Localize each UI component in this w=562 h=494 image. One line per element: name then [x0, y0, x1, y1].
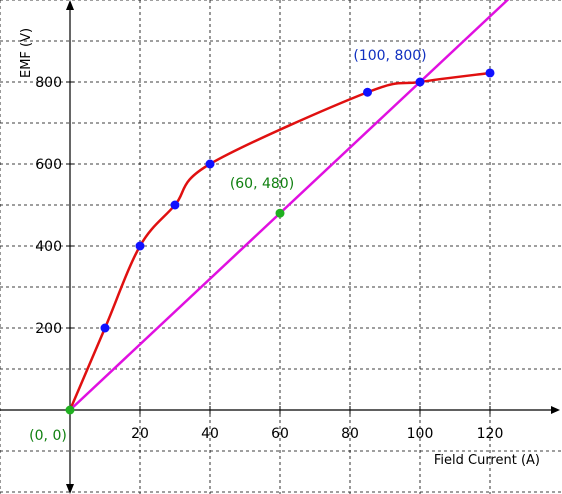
x-tick-label: 120: [477, 426, 504, 442]
data-point: [485, 68, 495, 78]
x-tick-label: 40: [201, 426, 219, 442]
annotation-label: (100, 800): [353, 48, 426, 64]
x-tick-label: 100: [407, 426, 434, 442]
y-tick-label: 200: [35, 321, 62, 337]
annotation-label: (0, 0): [29, 428, 67, 444]
x-tick-label: 20: [131, 426, 149, 442]
y-axis-label: EMF (V): [19, 28, 34, 78]
y-tick-label: 600: [35, 157, 62, 173]
x-axis-label: Field Current (A): [434, 453, 540, 468]
highlight-point: [275, 208, 285, 218]
x-tick-label: 60: [271, 426, 289, 442]
data-point: [170, 200, 180, 210]
data-point: [100, 323, 110, 333]
y-axis-arrow-up: [66, 0, 74, 10]
data-point: [135, 241, 145, 251]
field-resistance-line: [69, 0, 510, 411]
magnetization-curve: [68, 71, 491, 411]
y-tick-label: 800: [35, 75, 62, 91]
data-points: [65, 68, 495, 415]
highlight-point: [65, 405, 75, 415]
annotations: (0, 0) (60, 480) (100, 800): [29, 48, 426, 444]
series: [68, 0, 510, 411]
y-axis-arrow-down: [66, 484, 74, 494]
data-point: [205, 159, 215, 169]
x-tick-label: 80: [341, 426, 359, 442]
x-axis-arrow: [551, 406, 560, 414]
annotation-label: (60, 480): [230, 176, 294, 192]
y-tick-label: 400: [35, 239, 62, 255]
data-point: [415, 77, 425, 87]
data-point: [363, 87, 372, 97]
tick-labels: 20 40 60 80 100 120 200 400 600 800: [35, 75, 503, 442]
